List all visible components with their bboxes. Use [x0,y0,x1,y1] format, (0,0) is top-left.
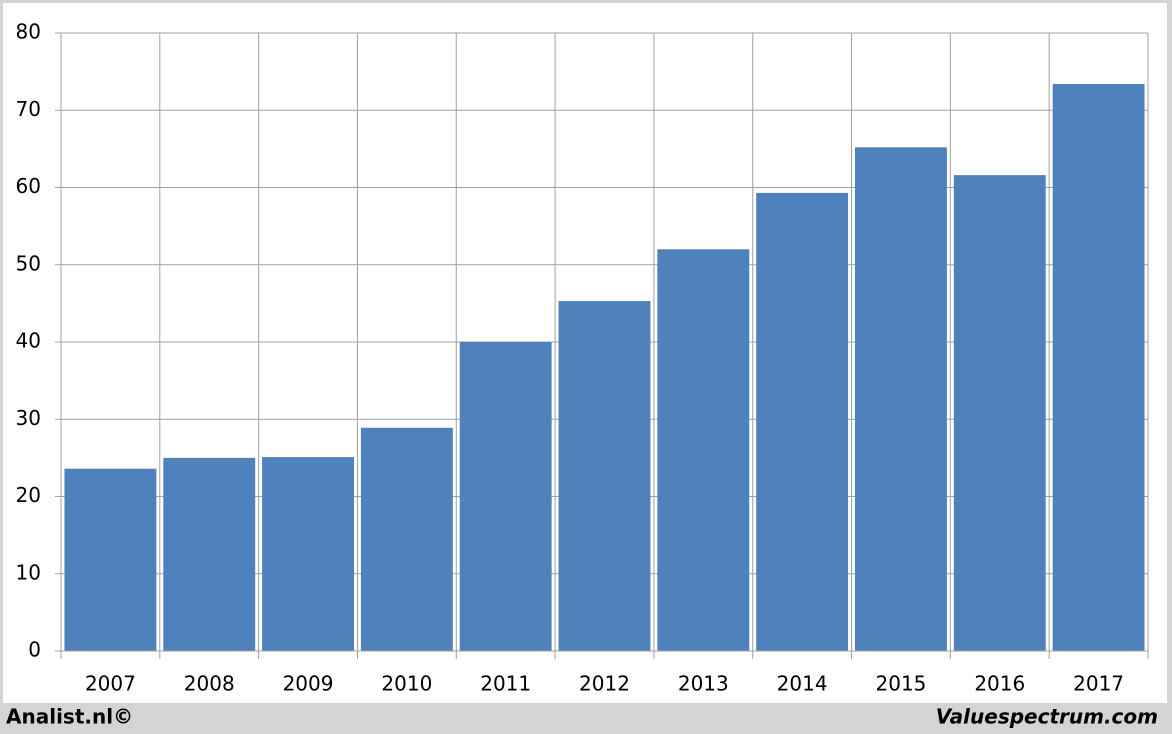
y-tick-label: 0 [28,638,41,662]
x-tick-label: 2008 [184,672,235,696]
bar [64,468,157,651]
bar [558,301,651,651]
y-tick-label: 70 [16,97,41,121]
x-tick-label: 2014 [777,672,828,696]
x-tick-label: 2016 [974,672,1025,696]
bar [756,192,849,651]
y-tick-label: 40 [16,329,41,353]
y-tick-label: 50 [16,251,41,275]
bar [360,427,453,651]
footer-right: Valuespectrum.com [936,705,1158,729]
y-tick-label: 30 [16,406,41,430]
bar [459,342,552,651]
x-tick-label: 2009 [283,672,334,696]
x-tick-label: 2011 [480,672,531,696]
bar [1052,83,1145,652]
bar [262,457,354,651]
bar [163,457,256,651]
x-tick-label: 2007 [85,672,136,696]
x-tick-label: 2010 [381,672,432,696]
bar [657,249,750,652]
x-tick-label: 2015 [876,672,927,696]
y-tick-label: 20 [16,483,41,507]
y-tick-label: 80 [16,20,41,44]
x-tick-label: 2012 [579,672,630,696]
bar [953,175,1046,651]
footer-left: Analist.nl© [6,705,133,729]
bar [855,147,947,651]
x-tick-label: 2013 [678,672,729,696]
x-tick-label: 2017 [1073,672,1124,696]
y-tick-label: 60 [16,174,41,198]
y-tick-label: 10 [16,560,41,584]
